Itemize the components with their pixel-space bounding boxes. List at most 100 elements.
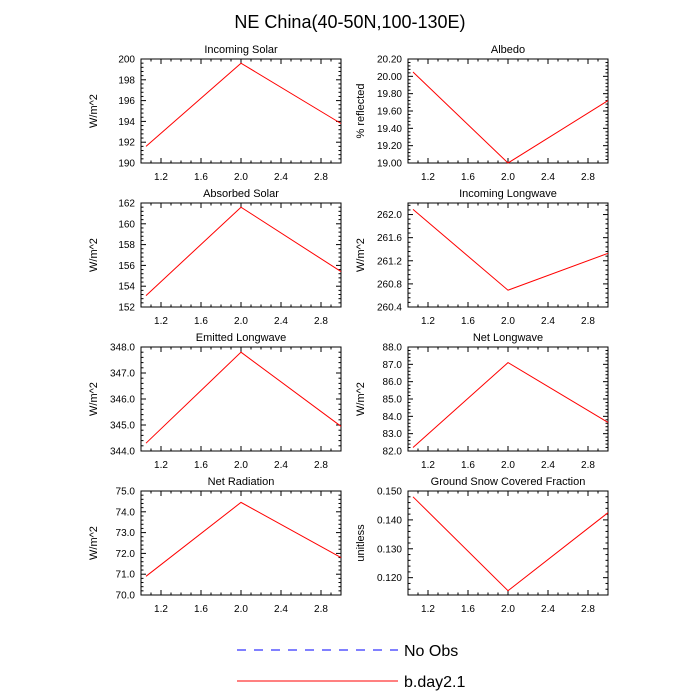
y-tick-label: 19.60	[377, 107, 402, 118]
panel-4: Emitted Longwave W/m^2 1.2 1.6 2.0 2.4 2.8 344.…	[88, 332, 342, 471]
series-line-b-day2-1	[145, 351, 342, 444]
x-tick-label: 2.8	[581, 172, 595, 183]
panel-7: Ground Snow Covered Fraction unitless 1.2 1…	[355, 476, 609, 615]
x-tick-label: 1.2	[421, 604, 435, 615]
y-tick-label: 347.0	[110, 369, 135, 380]
x-tick-label: 1.2	[154, 460, 168, 471]
x-tick-label: 1.6	[461, 316, 475, 327]
y-tick-label: 345.0	[110, 421, 135, 432]
legend-label-b-day2-1: b.day2.1	[404, 674, 465, 691]
x-tick-label: 2.0	[234, 172, 248, 183]
x-tick-label: 2.4	[541, 460, 555, 471]
y-tick-label: 0.140	[377, 515, 402, 526]
x-tick-label: 2.4	[274, 460, 288, 471]
x-tick-label: 2.0	[234, 604, 248, 615]
x-tick-label: 2.0	[501, 316, 515, 327]
y-tick-label: 19.00	[377, 159, 402, 170]
panel-title: Emitted Longwave	[196, 332, 287, 344]
y-tick-label: 160	[118, 219, 135, 230]
panel-title: Albedo	[491, 44, 525, 56]
y-tick-label: 85.0	[383, 395, 403, 406]
y-axis-label: unitless	[355, 524, 367, 562]
x-tick-label: 1.2	[421, 460, 435, 471]
series-line-b-day2-1	[412, 496, 609, 592]
y-tick-label: 192	[118, 138, 135, 149]
x-tick-label: 1.2	[154, 604, 168, 615]
x-tick-label: 1.6	[194, 460, 208, 471]
plot-frame	[140, 346, 342, 452]
x-tick-label: 2.4	[541, 316, 555, 327]
x-tick-label: 1.6	[461, 460, 475, 471]
panel-title: Net Radiation	[208, 476, 275, 488]
x-tick-label: 2.8	[581, 604, 595, 615]
x-tick-label: 2.4	[541, 604, 555, 615]
y-tick-label: 74.0	[116, 507, 136, 518]
y-tick-label: 83.0	[383, 429, 403, 440]
y-tick-label: 70.0	[116, 591, 136, 602]
y-tick-label: 73.0	[116, 528, 136, 539]
x-tick-label: 1.6	[194, 316, 208, 327]
x-tick-label: 2.0	[501, 604, 515, 615]
x-tick-label: 1.2	[154, 316, 168, 327]
x-tick-label: 2.4	[274, 604, 288, 615]
figure-title: NE China(40-50N,100-130E)	[234, 12, 465, 32]
x-tick-label: 1.2	[421, 172, 435, 183]
x-tick-label: 1.2	[154, 172, 168, 183]
plot-frame	[140, 58, 342, 164]
x-tick-label: 2.8	[314, 172, 328, 183]
x-tick-label: 2.4	[541, 172, 555, 183]
y-tick-label: 0.130	[377, 544, 402, 555]
panel-2: Absorbed Solar W/m^2 1.2 1.6 2.0 2.4 2.8 152 154…	[88, 188, 342, 327]
x-tick-label: 2.0	[501, 460, 515, 471]
y-tick-label: 262.0	[377, 210, 402, 221]
plot-frame	[407, 490, 609, 596]
panel-3: Incoming Longwave W/m^2 1.2 1.6 2.0 2.4 2.8 260…	[355, 188, 609, 327]
legend-label-no-obs: No Obs	[404, 643, 458, 660]
x-tick-label: 2.0	[234, 316, 248, 327]
y-tick-label: 261.6	[377, 233, 402, 244]
panel-title: Ground Snow Covered Fraction	[431, 476, 586, 488]
panel-title: Incoming Longwave	[459, 188, 557, 200]
plot-frame	[140, 202, 342, 308]
y-tick-label: 87.0	[383, 360, 403, 371]
y-tick-label: 20.00	[377, 72, 402, 83]
y-tick-label: 158	[118, 240, 135, 251]
y-tick-label: 194	[118, 117, 135, 128]
series-line-b-day2-1	[145, 501, 342, 577]
y-tick-label: 75.0	[116, 487, 136, 498]
y-axis-label: W/m^2	[355, 238, 367, 272]
series-line-b-day2-1	[412, 361, 609, 448]
y-axis-label: W/m^2	[88, 382, 100, 416]
series-line-b-day2-1	[412, 209, 609, 291]
y-tick-label: 162	[118, 199, 135, 210]
series-line-b-day2-1	[412, 71, 609, 164]
y-tick-label: 84.0	[383, 412, 403, 423]
y-tick-label: 348.0	[110, 343, 135, 354]
y-tick-label: 260.8	[377, 279, 402, 290]
x-tick-label: 2.0	[234, 460, 248, 471]
legend: No Obs b.day2.1	[237, 643, 465, 691]
y-tick-label: 346.0	[110, 395, 135, 406]
y-axis-label: W/m^2	[355, 382, 367, 416]
y-tick-label: 71.0	[116, 570, 136, 581]
y-axis-label: % reflected	[355, 83, 367, 138]
series-line-b-day2-1	[145, 62, 342, 147]
y-tick-label: 152	[118, 303, 135, 314]
x-tick-label: 1.6	[461, 604, 475, 615]
y-tick-label: 72.0	[116, 549, 136, 560]
y-tick-label: 0.150	[377, 487, 402, 498]
panel-0: Incoming Solar W/m^2 1.2 1.6 2.0 2.4 2.8 190 192…	[88, 44, 342, 183]
y-tick-label: 190	[118, 159, 135, 170]
y-tick-label: 344.0	[110, 447, 135, 458]
panel-title: Incoming Solar	[204, 44, 278, 56]
x-tick-label: 2.8	[314, 604, 328, 615]
y-tick-label: 261.2	[377, 256, 402, 267]
panel-1: Albedo % reflected 1.2 1.6 2.0 2.4 2.8 19.00 19.…	[355, 44, 609, 183]
panel-title: Absorbed Solar	[203, 188, 279, 200]
y-tick-label: 198	[118, 75, 135, 86]
x-tick-label: 2.8	[581, 316, 595, 327]
y-tick-label: 0.120	[377, 573, 402, 584]
y-axis-label: W/m^2	[88, 526, 100, 560]
y-tick-label: 19.80	[377, 89, 402, 100]
x-tick-label: 2.0	[501, 172, 515, 183]
